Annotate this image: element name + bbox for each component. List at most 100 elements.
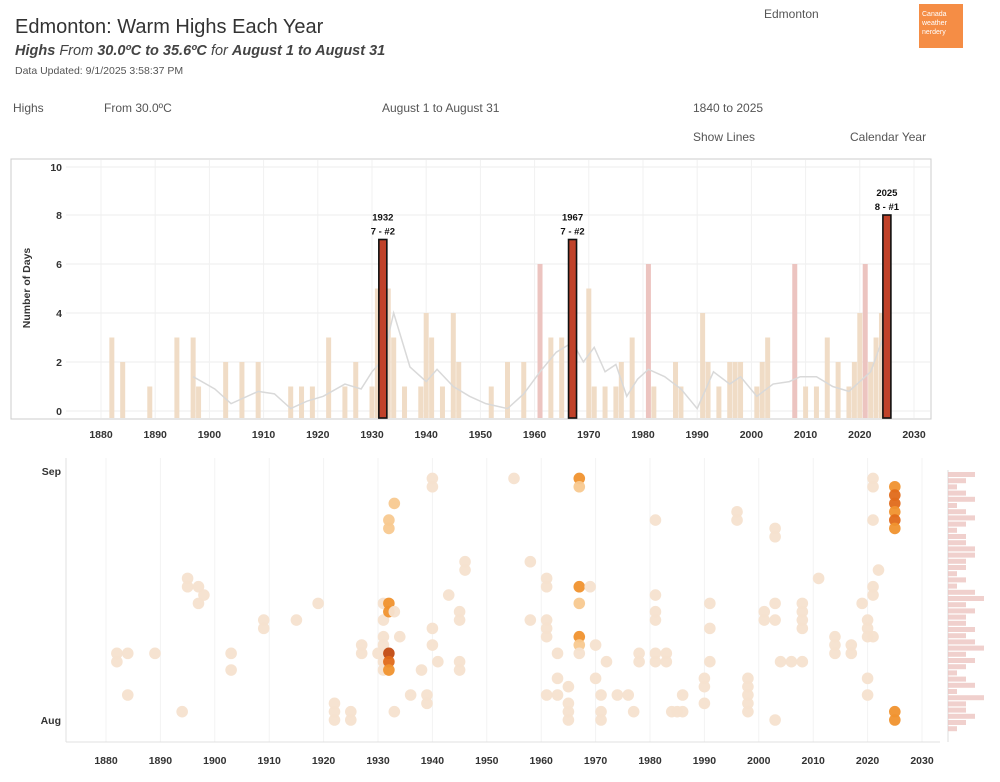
day-dot[interactable] bbox=[704, 622, 716, 635]
day-dot[interactable] bbox=[589, 639, 602, 651]
day-dot[interactable] bbox=[372, 647, 384, 660]
day-dot[interactable] bbox=[393, 630, 406, 643]
day-dot[interactable] bbox=[595, 714, 607, 726]
day-dot[interactable] bbox=[453, 664, 466, 676]
day-dot[interactable] bbox=[383, 664, 395, 676]
day-dot[interactable] bbox=[540, 630, 553, 643]
day-dot[interactable] bbox=[867, 580, 879, 593]
day-dot[interactable] bbox=[845, 639, 858, 651]
day-dot[interactable] bbox=[796, 622, 809, 635]
day-dot[interactable] bbox=[889, 714, 901, 726]
day-dot[interactable] bbox=[377, 639, 390, 651]
day-dot[interactable] bbox=[889, 489, 901, 501]
day-dot[interactable] bbox=[328, 697, 341, 710]
day-dot[interactable] bbox=[595, 689, 607, 701]
day-dot[interactable] bbox=[453, 605, 466, 618]
day-dot[interactable] bbox=[660, 647, 673, 660]
lines-toggle[interactable]: Show Lines bbox=[693, 130, 756, 144]
day-dot[interactable] bbox=[383, 597, 395, 610]
day-dot[interactable] bbox=[453, 655, 466, 668]
day-dot[interactable] bbox=[704, 597, 716, 610]
day-dot[interactable] bbox=[421, 697, 433, 710]
day-dot[interactable] bbox=[649, 514, 662, 526]
day-dot[interactable] bbox=[589, 672, 602, 685]
day-dot[interactable] bbox=[562, 705, 575, 718]
day-dot[interactable] bbox=[573, 472, 586, 485]
day-dot[interactable] bbox=[758, 614, 771, 626]
day-dot[interactable] bbox=[345, 714, 357, 726]
day-dot[interactable] bbox=[573, 580, 586, 593]
day-dot[interactable] bbox=[121, 689, 134, 701]
measure-filter[interactable]: Highs bbox=[13, 101, 44, 115]
day-dot[interactable] bbox=[584, 580, 596, 593]
day-dot[interactable] bbox=[889, 480, 901, 493]
day-dot[interactable] bbox=[459, 555, 471, 568]
day-dot[interactable] bbox=[731, 514, 743, 526]
day-dot[interactable] bbox=[627, 705, 640, 718]
day-dot[interactable] bbox=[845, 647, 858, 660]
day-dot[interactable] bbox=[573, 630, 586, 643]
day-dot[interactable] bbox=[889, 514, 901, 526]
bar-highlight-1967[interactable] bbox=[567, 238, 578, 419]
day-dot[interactable] bbox=[698, 680, 711, 693]
day-dot[interactable] bbox=[698, 697, 711, 710]
day-dot[interactable] bbox=[769, 597, 781, 610]
day-dot[interactable] bbox=[426, 622, 439, 635]
day-dot[interactable] bbox=[611, 689, 624, 701]
day-dot[interactable] bbox=[453, 614, 466, 626]
day-dot[interactable] bbox=[796, 597, 809, 610]
day-dot[interactable] bbox=[383, 647, 395, 660]
day-dot[interactable] bbox=[573, 639, 586, 651]
day-dot[interactable] bbox=[889, 497, 901, 510]
day-dot[interactable] bbox=[742, 672, 754, 685]
day-dot[interactable] bbox=[551, 647, 564, 660]
day-dot[interactable] bbox=[383, 655, 395, 668]
day-dot[interactable] bbox=[562, 680, 575, 693]
day-dot[interactable] bbox=[861, 689, 874, 701]
day-dot[interactable] bbox=[459, 564, 471, 576]
day-dot[interactable] bbox=[345, 705, 357, 718]
day-dot[interactable] bbox=[633, 647, 645, 660]
day-dot[interactable] bbox=[769, 522, 781, 535]
day-dot[interactable] bbox=[758, 605, 771, 618]
day-dot[interactable] bbox=[769, 530, 781, 543]
day-dot[interactable] bbox=[704, 655, 716, 668]
day-dot[interactable] bbox=[660, 655, 673, 668]
city-selector[interactable]: Edmonton bbox=[764, 7, 819, 21]
day-dot[interactable] bbox=[769, 614, 781, 626]
day-dot[interactable] bbox=[388, 605, 401, 618]
day-dot[interactable] bbox=[198, 589, 210, 601]
day-dot[interactable] bbox=[421, 689, 433, 701]
day-dot[interactable] bbox=[889, 522, 901, 535]
day-dot[interactable] bbox=[562, 714, 575, 726]
day-dot[interactable] bbox=[600, 655, 613, 668]
day-dot[interactable] bbox=[861, 622, 874, 635]
day-dot[interactable] bbox=[540, 580, 553, 593]
day-dot[interactable] bbox=[889, 505, 901, 518]
day-dot[interactable] bbox=[856, 597, 868, 610]
day-dot[interactable] bbox=[867, 630, 879, 643]
day-dot[interactable] bbox=[192, 580, 205, 593]
day-dot[interactable] bbox=[225, 664, 237, 676]
day-dot[interactable] bbox=[383, 522, 395, 535]
day-dot[interactable] bbox=[676, 705, 689, 718]
day-dot[interactable] bbox=[426, 472, 439, 485]
day-dot[interactable] bbox=[524, 614, 537, 626]
day-dot[interactable] bbox=[432, 655, 444, 668]
day-dot[interactable] bbox=[769, 714, 781, 726]
day-dot[interactable] bbox=[812, 572, 825, 585]
day-dot[interactable] bbox=[785, 655, 798, 668]
day-dot[interactable] bbox=[540, 622, 553, 635]
day-dot[interactable] bbox=[551, 672, 564, 685]
day-dot[interactable] bbox=[225, 647, 237, 660]
day-dot[interactable] bbox=[867, 589, 879, 601]
day-dot[interactable] bbox=[388, 497, 401, 510]
day-dot[interactable] bbox=[731, 505, 743, 518]
day-dot[interactable] bbox=[829, 639, 841, 651]
day-dot[interactable] bbox=[595, 705, 607, 718]
day-dot[interactable] bbox=[377, 630, 390, 643]
day-dot[interactable] bbox=[192, 597, 205, 610]
day-dot[interactable] bbox=[742, 705, 754, 718]
bar-highlight-2025[interactable] bbox=[882, 214, 892, 419]
day-dot[interactable] bbox=[774, 655, 787, 668]
